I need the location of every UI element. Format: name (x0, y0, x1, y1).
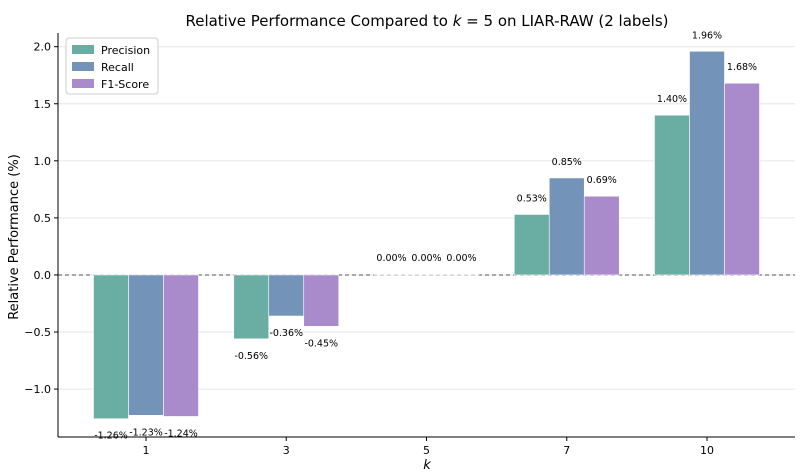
x-tick-label: 5 (423, 444, 430, 457)
bar-precision (513, 214, 550, 276)
x-tick-label: 3 (283, 444, 290, 457)
data-label: 1.40% (657, 94, 687, 105)
x-tick-label: 1 (143, 444, 150, 457)
x-tick-label: 10 (700, 444, 714, 457)
data-label: 0.00% (446, 253, 476, 264)
bars-group: -1.26% -0.56% 0.00% 0.53% 1.40% -1.23% -0.36% 0… (93, 30, 760, 442)
data-label: 0.69% (587, 175, 617, 186)
bar-recall (268, 274, 305, 317)
data-label: -0.56% (234, 351, 268, 362)
data-label: 0.53% (517, 193, 547, 204)
data-label: -1.23% (129, 427, 163, 438)
bar-recall (689, 50, 725, 276)
y-tick-label: 0.5 (34, 212, 52, 225)
data-label: -1.24% (164, 428, 198, 439)
data-label: 0.85% (552, 157, 582, 168)
legend-label: Precision (101, 44, 150, 57)
y-tick-label: 0.0 (34, 269, 52, 282)
bar-precision (654, 114, 690, 276)
legend-label: F1-Score (101, 78, 149, 91)
bar-precision (93, 274, 129, 420)
bar-f1-score (724, 82, 760, 276)
y-axis-label: Relative Performance (%) (7, 154, 22, 320)
legend-label: Recall (101, 61, 134, 74)
bar-recall (548, 177, 585, 276)
data-label: 1.68% (727, 62, 757, 73)
data-label: -0.36% (269, 328, 303, 339)
y-tick-label: −0.5 (24, 326, 51, 339)
legend-swatch (72, 45, 94, 54)
bar-f1-score (583, 195, 620, 276)
y-tick-label: 1.0 (34, 155, 52, 168)
legend-swatch (72, 79, 94, 88)
y-tick-label: 2.0 (34, 41, 52, 54)
chart-title: Relative Performance Compared to k = 5 o… (185, 12, 668, 30)
data-label: 0.00% (411, 253, 441, 264)
data-label: 0.00% (376, 253, 406, 264)
data-label: -0.45% (304, 338, 338, 349)
bar-recall (128, 274, 164, 416)
bar-f1-score (163, 274, 199, 417)
legend: Precision Recall F1-Score (65, 37, 159, 95)
data-label: -1.26% (94, 431, 128, 442)
legend-swatch (72, 62, 94, 71)
bar-precision (233, 274, 270, 340)
axes: −1.0 −0.5 0.0 0.5 1.0 1.5 2.0 1 3 5 7 10 (24, 33, 795, 457)
y-tick-label: 1.5 (34, 98, 52, 111)
data-label: 1.96% (692, 30, 722, 41)
y-tick-label: −1.0 (24, 383, 51, 396)
bar-f1-score (303, 274, 340, 327)
x-axis-label: k (423, 458, 431, 473)
x-tick-label: 7 (563, 444, 570, 457)
